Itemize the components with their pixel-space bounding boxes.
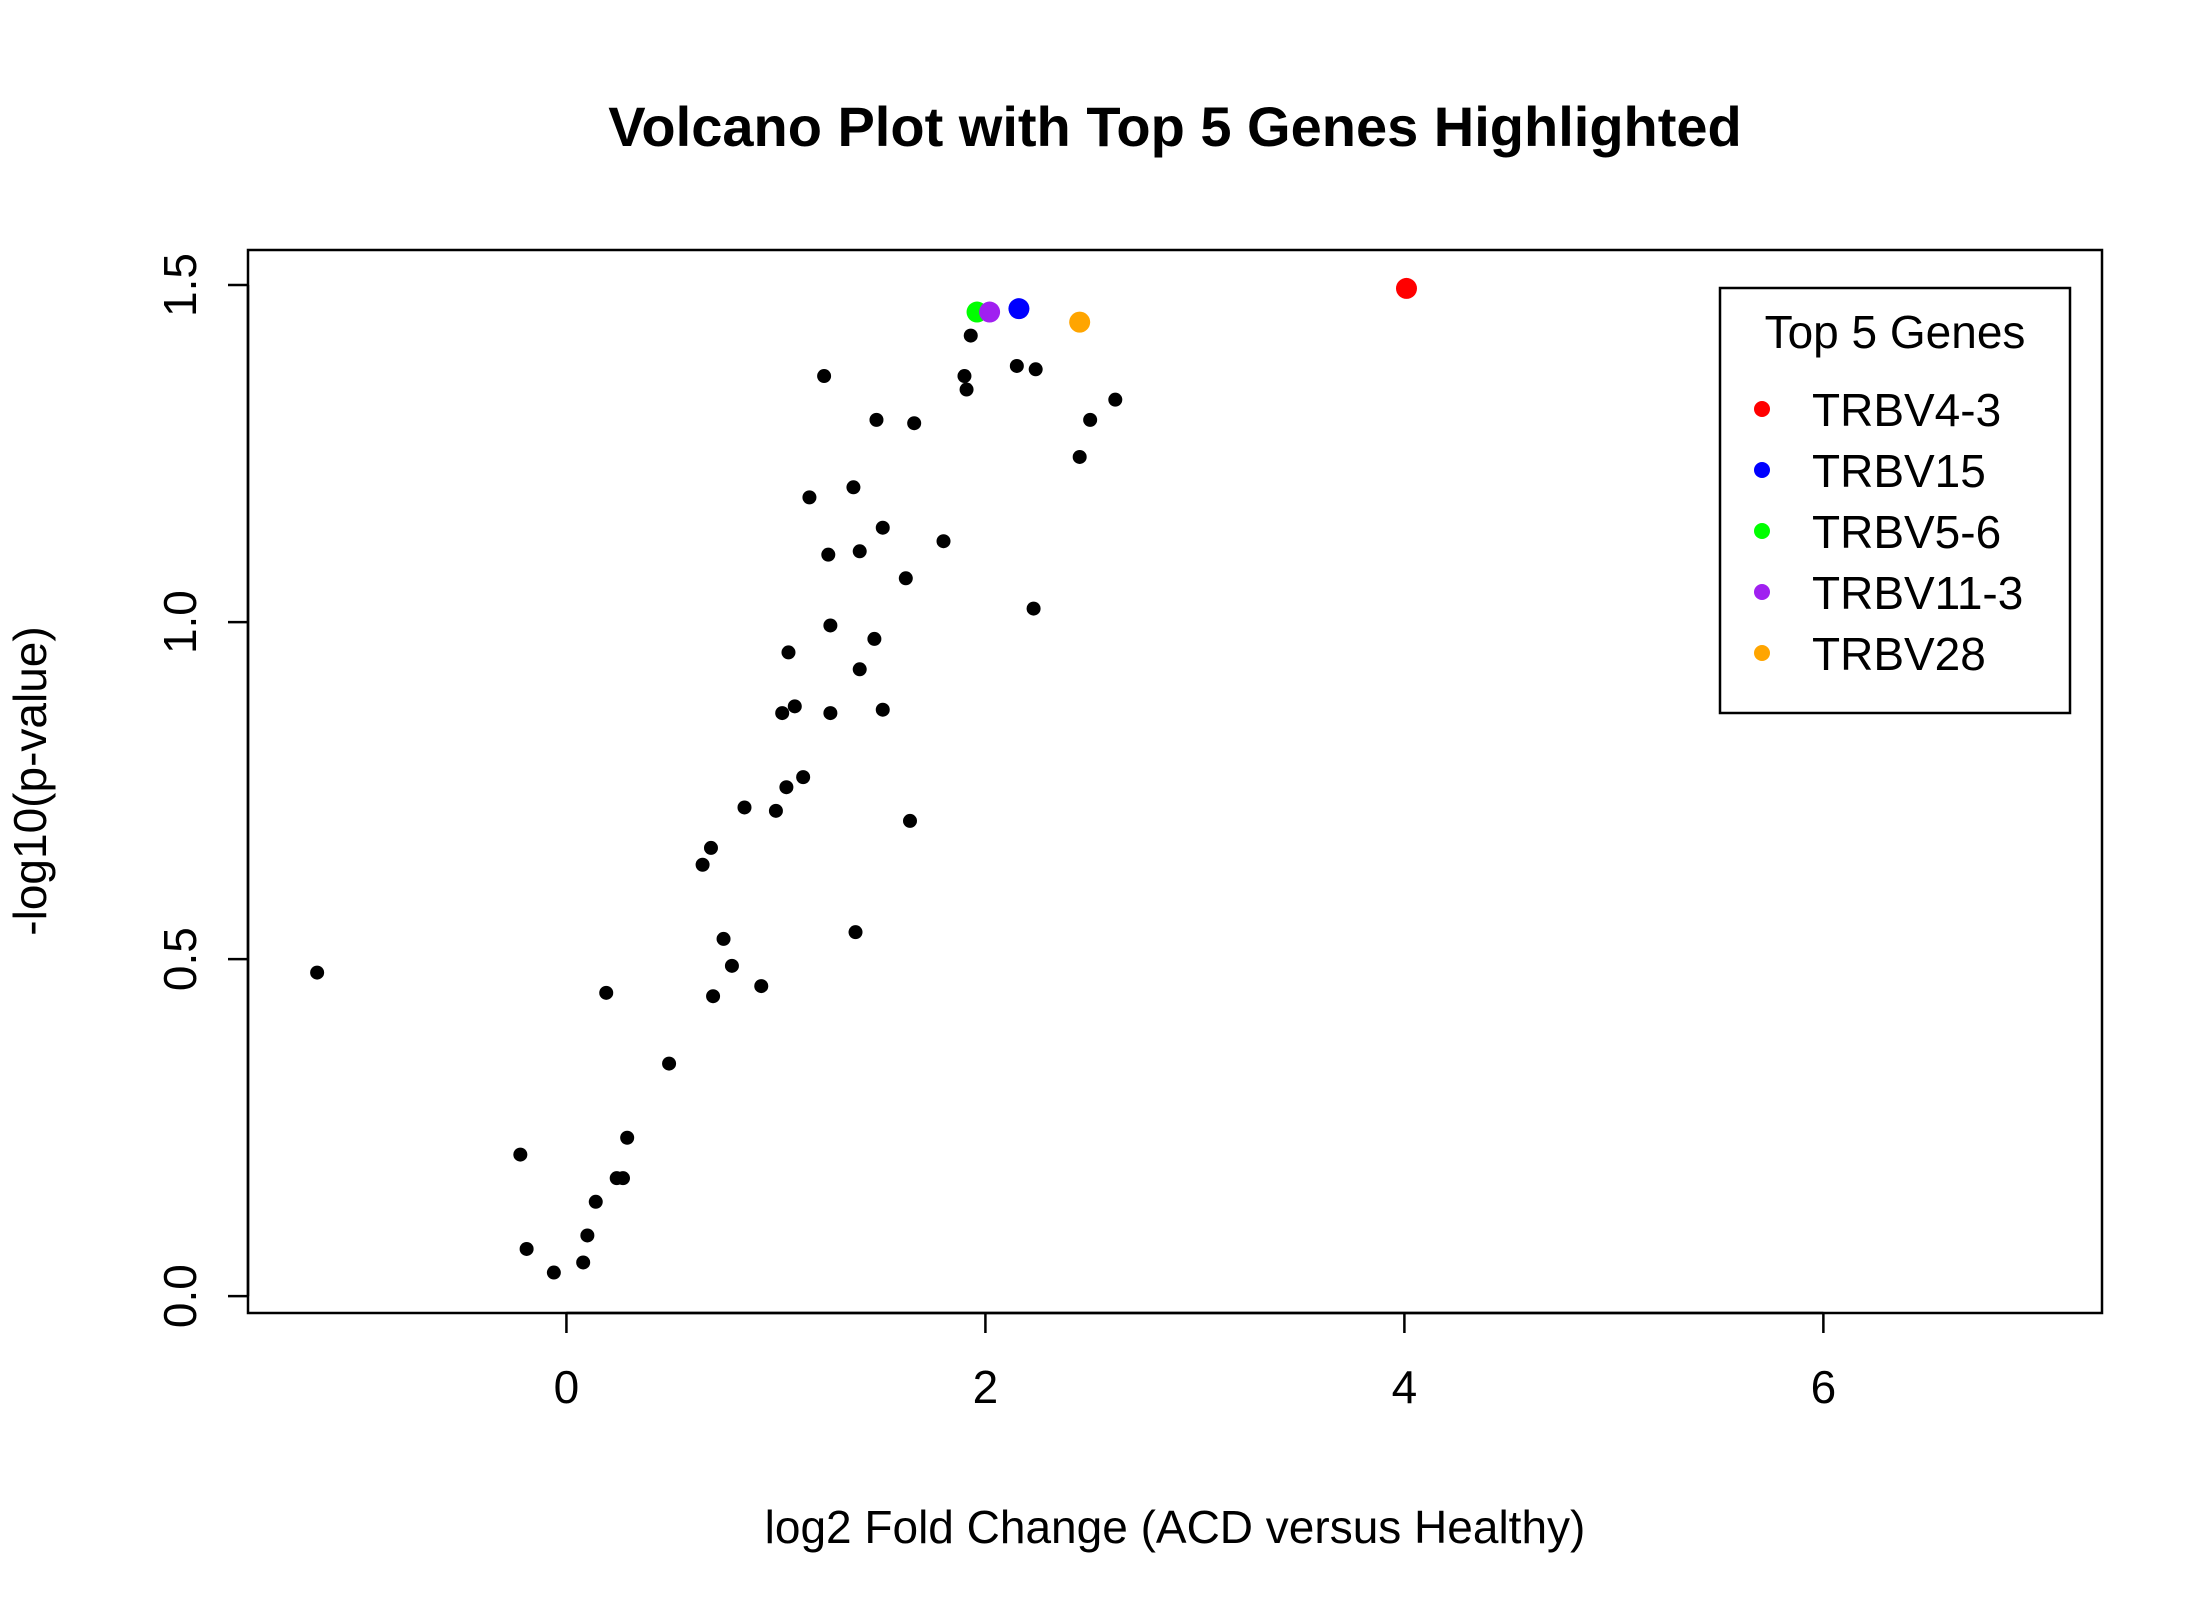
data-point xyxy=(599,985,614,1000)
data-point xyxy=(513,1147,528,1162)
data-point xyxy=(768,803,783,818)
data-point xyxy=(754,979,769,994)
highlight-point xyxy=(1069,311,1091,333)
data-point xyxy=(615,1171,630,1186)
data-point xyxy=(875,520,890,535)
data-point xyxy=(963,328,978,343)
data-point xyxy=(823,618,838,633)
legend-marker xyxy=(1754,401,1770,417)
data-point xyxy=(796,770,811,785)
data-point xyxy=(546,1265,561,1280)
legend-marker xyxy=(1754,523,1770,539)
data-point xyxy=(875,702,890,717)
data-point xyxy=(588,1194,603,1209)
highlight-point xyxy=(979,301,1001,323)
data-point xyxy=(737,800,752,815)
data-point xyxy=(1083,412,1098,427)
data-point xyxy=(1108,392,1123,407)
data-point xyxy=(907,416,922,431)
data-point xyxy=(1009,358,1024,373)
data-point xyxy=(846,480,861,495)
data-point xyxy=(817,369,832,384)
y-tick-label: 0.5 xyxy=(154,927,206,991)
legend: Top 5 Genes TRBV4-3 TRBV15 TRBV5-6 TRBV11-3… xyxy=(1718,286,2072,715)
data-point xyxy=(902,813,917,828)
data-point xyxy=(695,857,710,872)
chart-title: Volcano Plot with Top 5 Genes Highlighte… xyxy=(608,95,1742,158)
x-tick-label: 4 xyxy=(1392,1361,1418,1413)
data-point xyxy=(519,1241,534,1256)
data-point xyxy=(852,662,867,677)
legend-marker xyxy=(1754,645,1770,661)
data-point xyxy=(802,490,817,505)
x-axis-label: log2 Fold Change (ACD versus Healthy) xyxy=(765,1501,1586,1553)
legend-marker xyxy=(1754,584,1770,600)
data-point xyxy=(936,534,951,549)
legend-box xyxy=(1718,286,2072,715)
data-point xyxy=(662,1056,677,1071)
highlight-point xyxy=(1008,298,1030,320)
legend-label: TRBV4-3 xyxy=(1812,384,2001,436)
x-tick-label: 2 xyxy=(973,1361,999,1413)
y-axis: 0.0 0.5 1.0 1.5 xyxy=(154,253,250,1328)
y-axis-label: -log10(p-value) xyxy=(4,626,56,935)
data-point xyxy=(724,958,739,973)
x-axis: 0 2 4 6 xyxy=(554,1311,1837,1413)
legend-marker xyxy=(1754,462,1770,478)
data-point xyxy=(620,1130,635,1145)
legend-label: TRBV11-3 xyxy=(1812,567,2023,619)
data-point xyxy=(957,369,972,384)
data-point xyxy=(310,965,325,980)
data-point xyxy=(779,780,794,795)
data-point xyxy=(706,989,721,1004)
legend-label: TRBV28 xyxy=(1812,628,1986,680)
data-point xyxy=(959,382,974,397)
x-tick-label: 0 xyxy=(554,1361,580,1413)
data-point xyxy=(775,706,790,721)
y-tick-label: 0.0 xyxy=(154,1264,206,1328)
data-point xyxy=(1026,601,1041,616)
highlight-point xyxy=(1395,277,1417,299)
data-point xyxy=(867,631,882,646)
legend-entries: TRBV4-3 TRBV15 TRBV5-6 TRBV11-3 TRBV28 xyxy=(1754,384,2023,680)
data-point xyxy=(716,931,731,946)
data-point xyxy=(580,1228,595,1243)
data-point xyxy=(1072,449,1087,464)
x-tick-label: 6 xyxy=(1811,1361,1837,1413)
data-point xyxy=(869,412,884,427)
legend-label: TRBV5-6 xyxy=(1812,506,2001,558)
data-point xyxy=(787,699,802,714)
data-point xyxy=(781,645,796,660)
legend-title: Top 5 Genes xyxy=(1765,306,2026,358)
y-tick-label: 1.0 xyxy=(154,590,206,654)
data-point xyxy=(576,1255,591,1270)
data-points xyxy=(310,277,1417,1280)
data-point xyxy=(1028,362,1043,377)
data-point xyxy=(823,706,838,721)
data-point xyxy=(703,840,718,855)
data-point xyxy=(898,571,913,586)
data-point xyxy=(821,547,836,562)
data-point xyxy=(848,925,863,940)
data-point xyxy=(852,544,867,559)
legend-label: TRBV15 xyxy=(1812,445,1986,497)
y-tick-label: 1.5 xyxy=(154,253,206,317)
